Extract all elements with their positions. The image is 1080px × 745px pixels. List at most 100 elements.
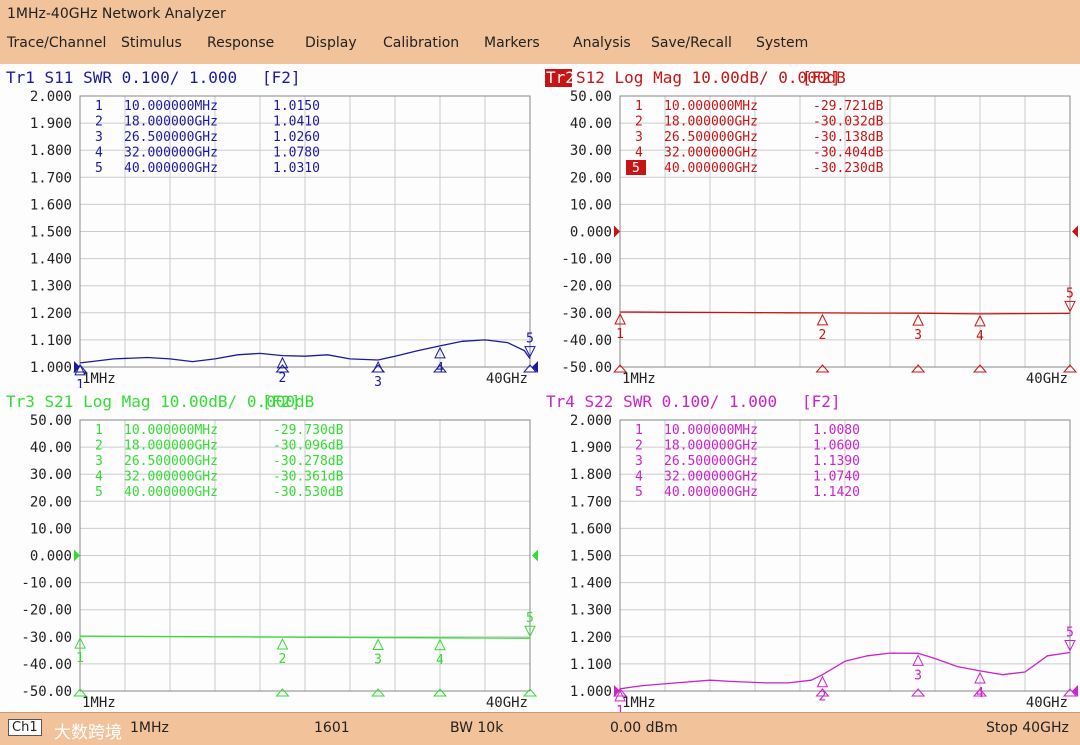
marker-frequency: 10.000000MHz (664, 423, 758, 438)
menu-markers[interactable]: Markers (484, 35, 540, 51)
x-start-label: 1MHz (622, 371, 656, 387)
y-tick-label: -10.00 (21, 576, 72, 592)
y-tick-label: -40.00 (561, 333, 612, 349)
marker-value: -30.404dB (813, 146, 884, 161)
marker-label: 5 (526, 332, 534, 347)
stop-frequency[interactable]: Stop 40GHz (986, 720, 1069, 736)
menu-stimulus[interactable]: Stimulus (121, 35, 182, 51)
y-tick-label: 1.900 (30, 116, 72, 132)
trace-header: Tr4 S22 SWR 0.100/ 1.000 (546, 392, 777, 411)
menu-analysis[interactable]: Analysis (573, 35, 631, 51)
marker-number: 3 (635, 130, 643, 145)
y-tick-label: 1.800 (570, 467, 612, 483)
trace-pane-s12[interactable]: Tr2 S12 Log Mag 10.00dB/ 0.000dB[F2]50.00… (540, 64, 1080, 388)
marker-stimulus-triangle (371, 364, 386, 373)
y-tick-label: -50.00 (561, 360, 612, 376)
menu-calibration[interactable]: Calibration (383, 35, 460, 51)
trace-line (619, 311, 1071, 315)
marker-value: -30.138dB (813, 130, 884, 145)
marker-frequency: 40.000000GHz (664, 485, 758, 500)
marker-frequency: 18.000000GHz (124, 439, 218, 454)
menu-system[interactable]: System (756, 35, 809, 51)
if-bandwidth[interactable]: BW 10k (450, 720, 504, 736)
marker-stimulus-triangle (972, 688, 988, 697)
trace-pane-s11[interactable]: Tr1 S11 SWR 0.100/ 1.000 [F2] 2.000 1.900 1.… (0, 64, 540, 388)
marker-label: 4 (976, 329, 984, 344)
start-frequency[interactable]: 1MHz (130, 720, 169, 736)
y-tick-label: 10.00 (570, 197, 612, 213)
y-tick-label: 1.400 (570, 576, 612, 592)
y-tick-label: 30.00 (570, 143, 612, 159)
marker-label: 4 (976, 686, 984, 701)
marker-frequency: 26.500000GHz (124, 130, 218, 145)
marker-label: 1 (616, 704, 624, 712)
trace-pane-s21[interactable]: Tr3 S21 Log Mag 10.00dB/ 0.000dB[F2] 50.0… (0, 388, 540, 712)
y-tick-label: 50.00 (570, 89, 612, 105)
y-tick-label: 1.500 (570, 549, 612, 565)
y-tick-label: 50.00 (30, 413, 72, 429)
marker-number: 2 (95, 439, 103, 454)
trace-pane-s22[interactable]: Tr4 S22 SWR 0.100/ 1.000 [F2] 2.000 1.900 1.… (540, 388, 1080, 712)
window-title: 1MHz-40GHz Network Analyzer (7, 6, 226, 22)
y-tick-label: 1.400 (30, 252, 72, 268)
marker-symbol (816, 675, 829, 688)
marker-value: 1.1390 (813, 454, 860, 469)
trace-line (79, 339, 531, 364)
y-tick-label: 1.800 (30, 143, 72, 159)
marker-frequency: 32.000000GHz (124, 146, 218, 161)
marker-symbol (434, 346, 446, 359)
y-tick-label: 20.00 (570, 170, 612, 186)
x-stop-label: 40GHz (1026, 695, 1068, 711)
marker-number: 4 (635, 470, 643, 485)
marker-number: 1 (635, 423, 643, 438)
marker-frequency: 40.000000GHz (124, 161, 218, 176)
y-tick-label: -50.00 (21, 684, 72, 700)
marker-value: -29.721dB (813, 99, 884, 114)
marker-stimulus-triangle (432, 688, 448, 697)
active-trace-highlight (545, 69, 572, 87)
y-tick-label: 2.000 (570, 413, 612, 429)
marker-stimulus-triangle (613, 688, 628, 697)
menu-trace-channel[interactable]: Trace/Channel (7, 35, 107, 51)
marker-stimulus-triangle (522, 364, 538, 373)
marker-value: 1.0780 (273, 146, 320, 161)
pane-background (540, 64, 1080, 388)
marker-value: 1.0310 (273, 161, 320, 176)
y-tick-label: 1.200 (30, 306, 72, 322)
trace-header: Tr3 S21 Log Mag 10.00dB/ 0.000dB (6, 392, 314, 411)
reference-arrow-right (1072, 685, 1078, 697)
marker-frequency: 32.000000GHz (664, 470, 758, 485)
marker-number: 2 (635, 115, 643, 130)
menu-display[interactable]: Display (305, 35, 357, 51)
y-tick-label: 1.600 (570, 521, 612, 537)
y-tick-label: 1.300 (570, 603, 612, 619)
sweep-points[interactable]: 1601 (314, 720, 350, 736)
marker-stimulus-triangle (911, 364, 926, 373)
marker-label: 3 (914, 668, 922, 683)
menu-response[interactable]: Response (207, 35, 275, 51)
marker-value: -29.730dB (273, 423, 344, 438)
marker-label: 4 (436, 653, 444, 668)
marker-label: 1 (76, 651, 84, 666)
marker-value: -30.278dB (273, 454, 344, 469)
active-marker-highlight (626, 160, 646, 175)
trace-workspace: Tr1 S11 SWR 0.100/ 1.000 [F2] 2.000 1.900 1.… (0, 64, 1080, 712)
channel-indicator[interactable]: Ch1 (8, 719, 42, 736)
status-bar: Ch1 大数跨境 1MHz 1601 BW 10k 0.00 dBm Stop … (0, 712, 1080, 745)
marker-number: 1 (95, 423, 103, 438)
marker-value: -30.230dB (813, 161, 884, 176)
menu-save-recall[interactable]: Save/Recall (651, 35, 732, 51)
y-tick-label: 20.00 (30, 494, 72, 510)
marker-value: 1.0410 (273, 115, 320, 130)
marker-number: 3 (95, 454, 103, 469)
marker-symbol (74, 363, 86, 376)
marker-stimulus-triangle (432, 364, 448, 373)
y-tick-label: 1.000 (30, 360, 72, 376)
title-bar: 1MHz-40GHz Network Analyzer (0, 0, 1080, 30)
marker-number: 5 (632, 161, 640, 176)
y-tick-label: 1.000 (570, 684, 612, 700)
watermark-text: 大数跨境 (54, 723, 122, 743)
source-power[interactable]: 0.00 dBm (610, 720, 678, 736)
x-start-label: 1MHz (82, 371, 116, 387)
softkey-label: [F2] (262, 392, 301, 411)
